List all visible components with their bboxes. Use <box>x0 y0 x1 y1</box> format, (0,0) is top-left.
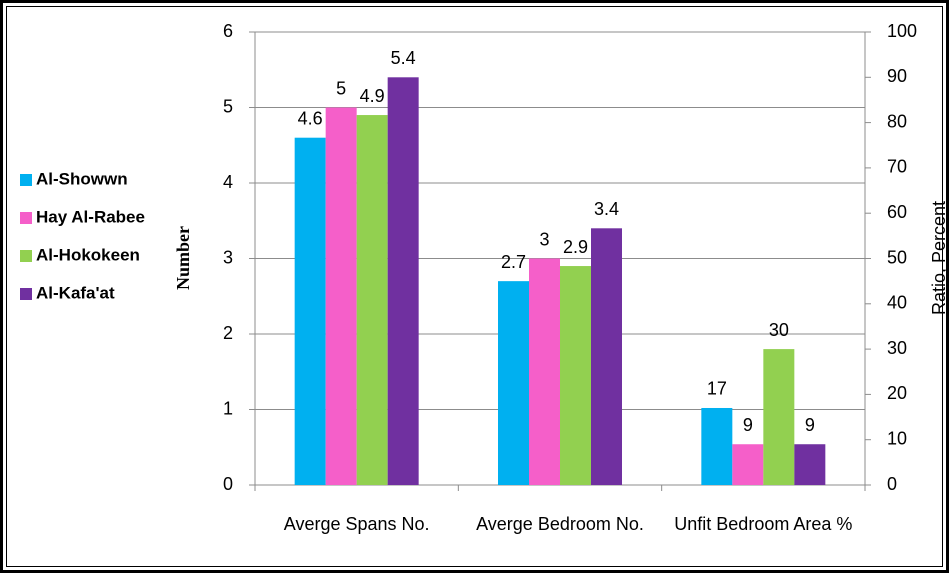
data-label: 17 <box>707 379 727 399</box>
data-label: 2.7 <box>501 252 526 272</box>
bar <box>763 349 795 485</box>
y-tick-label: 3 <box>223 247 233 267</box>
bar <box>701 407 733 485</box>
y-axis-title: Number <box>173 226 193 290</box>
y2-tick-label: 0 <box>887 474 897 494</box>
data-label: 9 <box>805 415 815 435</box>
y-tick-label: 1 <box>223 398 233 418</box>
data-label: 3.4 <box>594 199 619 219</box>
y2-tick-label: 30 <box>887 338 907 358</box>
y-tick-label: 6 <box>223 21 233 41</box>
bar <box>529 258 560 485</box>
data-label: 5.4 <box>391 48 416 68</box>
y2-tick-label: 10 <box>887 428 907 448</box>
y2-tick-label: 70 <box>887 157 907 177</box>
x-tick-label: Averge Bedroom No. <box>476 514 644 534</box>
bar <box>325 107 357 485</box>
y2-tick-label: 80 <box>887 111 907 131</box>
y2-tick-label: 60 <box>887 202 907 222</box>
bar <box>794 444 826 485</box>
bar <box>498 281 529 485</box>
bar <box>732 444 764 485</box>
x-tick-label: Averge Spans No. <box>284 514 430 534</box>
bar <box>356 115 388 486</box>
y-tick-label: 5 <box>223 96 233 116</box>
y2-axis-title: Ratio, Percent <box>929 201 949 315</box>
y2-tick-label: 100 <box>887 21 917 41</box>
legend-label: Al-Hokokeen <box>36 245 140 264</box>
data-label: 2.9 <box>563 237 588 257</box>
y2-tick-label: 50 <box>887 247 907 267</box>
data-label: 30 <box>769 320 789 340</box>
legend-label: Hay Al-Rabee <box>36 207 145 226</box>
y2-tick-label: 90 <box>887 66 907 86</box>
y2-tick-label: 20 <box>887 383 907 403</box>
data-label: 4.9 <box>360 86 385 106</box>
bar <box>294 137 326 485</box>
legend-swatch <box>20 288 32 300</box>
legend-label: Al-Showwn <box>36 169 128 188</box>
y2-tick-label: 40 <box>887 293 907 313</box>
data-label: 4.6 <box>298 108 323 128</box>
data-label: 3 <box>539 229 549 249</box>
y-tick-label: 4 <box>223 172 233 192</box>
data-label: 9 <box>743 415 753 435</box>
bar <box>591 228 622 486</box>
legend-label: Al-Kafa'at <box>36 283 115 302</box>
legend-swatch <box>20 250 32 262</box>
data-label: 5 <box>336 78 346 98</box>
y-tick-label: 0 <box>223 474 233 494</box>
bar <box>560 266 591 485</box>
y-tick-label: 2 <box>223 323 233 343</box>
x-tick-label: Unfit Bedroom Area % <box>674 514 852 534</box>
inner-border <box>6 6 943 567</box>
legend-swatch <box>20 174 32 186</box>
legend-swatch <box>20 212 32 224</box>
bar <box>387 77 419 486</box>
